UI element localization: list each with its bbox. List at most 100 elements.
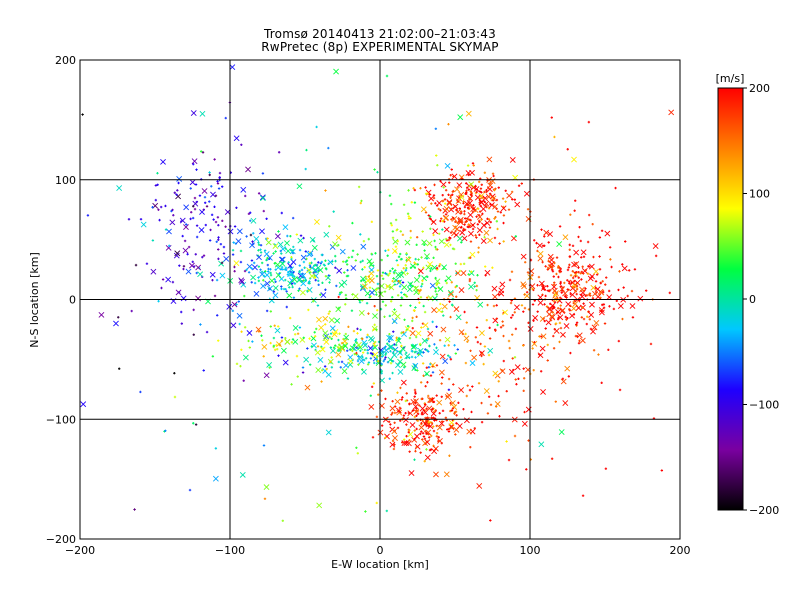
scatter-point xyxy=(451,216,458,222)
scatter-point xyxy=(402,438,406,441)
scatter-point xyxy=(618,270,621,273)
scatter-point xyxy=(468,198,471,201)
scatter-point xyxy=(578,339,581,343)
scatter-point xyxy=(580,316,584,319)
scatter-point xyxy=(525,291,529,294)
scatter-point xyxy=(353,343,356,346)
scatter-point xyxy=(491,285,498,292)
scatter-point xyxy=(400,271,404,274)
scatter-point xyxy=(391,296,394,299)
scatter-point xyxy=(192,308,195,312)
scatter-point xyxy=(98,311,105,318)
scatter-point xyxy=(497,394,500,398)
scatter-point xyxy=(273,262,276,265)
scatter-point xyxy=(238,277,245,284)
scatter-point xyxy=(514,235,517,238)
scatter-point xyxy=(380,274,384,277)
scatter-point xyxy=(522,389,525,393)
scatter-point xyxy=(298,326,302,329)
scatter-point xyxy=(320,260,324,264)
scatter-point xyxy=(398,285,402,288)
scatter-point xyxy=(532,368,535,372)
scatter-point xyxy=(487,218,491,221)
scatter-point xyxy=(354,259,358,262)
scatter-point xyxy=(460,210,463,213)
scatter-point xyxy=(391,279,394,283)
scatter-point xyxy=(436,164,439,167)
scatter-point xyxy=(568,308,571,311)
scatter-point xyxy=(354,339,357,342)
scatter-point xyxy=(478,201,481,204)
scatter-point xyxy=(343,271,346,274)
scatter-point xyxy=(399,281,402,285)
scatter-point xyxy=(588,318,592,321)
scatter-point xyxy=(441,219,444,223)
scatter-point xyxy=(421,362,425,365)
scatter-point xyxy=(427,350,430,353)
scatter-point xyxy=(295,354,299,358)
scatter-point xyxy=(299,289,306,296)
scatter-point xyxy=(480,191,483,194)
scatter-point xyxy=(400,291,403,294)
scatter-point xyxy=(608,246,612,249)
scatter-point xyxy=(388,314,392,318)
scatter-point xyxy=(410,201,414,204)
scatter-point xyxy=(461,332,464,336)
scatter-point xyxy=(412,343,418,350)
scatter-point xyxy=(551,270,555,273)
scatter-point xyxy=(631,316,635,319)
scatter-point xyxy=(540,228,543,231)
scatter-point xyxy=(192,205,195,208)
scatter-point xyxy=(274,280,277,283)
scatter-point xyxy=(401,441,404,444)
scatter-point xyxy=(581,306,584,309)
scatter-point xyxy=(257,249,260,252)
scatter-point xyxy=(310,345,313,348)
scatter-point xyxy=(393,421,396,424)
scatter-point xyxy=(436,399,443,406)
scatter-point xyxy=(313,257,317,261)
scatter-point xyxy=(435,364,439,367)
scatter-point xyxy=(486,412,490,415)
scatter-point xyxy=(381,277,385,280)
scatter-point xyxy=(598,255,601,258)
scatter-point xyxy=(440,382,443,385)
scatter-point xyxy=(502,240,505,243)
scatter-point xyxy=(315,264,322,271)
scatter-point xyxy=(367,237,370,241)
scatter-point xyxy=(276,347,279,351)
scatter-point xyxy=(443,241,450,248)
scatter-point xyxy=(261,172,265,175)
scatter-point xyxy=(284,240,290,247)
scatter-point xyxy=(436,282,439,285)
scatter-point xyxy=(339,248,346,255)
scatter-point xyxy=(510,190,514,194)
scatter-point xyxy=(462,407,465,411)
scatter-point xyxy=(546,285,549,288)
scatter-point xyxy=(313,335,317,338)
scatter-point xyxy=(327,274,331,277)
scatter-point xyxy=(399,230,402,233)
scatter-point xyxy=(536,284,539,287)
scatter-point xyxy=(537,275,541,279)
scatter-point xyxy=(280,252,283,255)
scatter-point xyxy=(259,228,265,235)
scatter-point xyxy=(428,195,435,202)
scatter-point xyxy=(467,218,470,221)
scatter-point xyxy=(447,344,450,347)
scatter-point xyxy=(245,235,248,238)
scatter-point xyxy=(315,327,318,331)
scatter-point xyxy=(433,239,436,243)
scatter-point xyxy=(514,304,520,311)
scatter-point xyxy=(192,333,195,336)
scatter-point xyxy=(390,413,393,416)
scatter-point xyxy=(238,322,241,326)
scatter-point xyxy=(580,256,583,259)
scatter-point xyxy=(492,370,499,377)
scatter-point xyxy=(219,242,223,246)
scatter-point xyxy=(476,483,483,489)
scatter-point xyxy=(537,299,544,306)
scatter-point xyxy=(594,280,598,283)
scatter-point xyxy=(420,285,423,288)
